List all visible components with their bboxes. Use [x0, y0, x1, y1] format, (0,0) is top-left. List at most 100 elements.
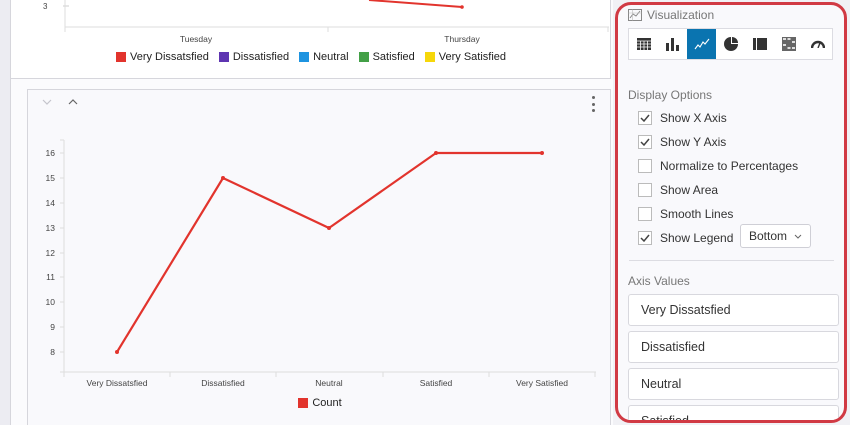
line-chart-widget: 8 9 10 11 12 13 14 15 16 Very Di	[27, 89, 611, 425]
data-points	[115, 151, 544, 354]
svg-text:Satisfied: Satisfied	[420, 378, 453, 388]
option-label: Show X Axis	[660, 111, 727, 125]
legend-label: Count	[312, 397, 342, 409]
option-smooth-lines[interactable]: Smooth Lines	[638, 206, 733, 222]
axis-value-input[interactable]: Satisfied	[628, 405, 839, 420]
show-area-checkbox[interactable]	[638, 183, 652, 197]
legend-label: Neutral	[313, 51, 349, 63]
y-axis-ticks: 8 9 10 11 12 13 14 15 16	[46, 148, 64, 357]
option-label: Show Legend	[660, 231, 734, 245]
legend-label: Satisfied	[372, 51, 415, 63]
legend-swatch	[358, 52, 369, 62]
svg-text:10: 10	[46, 297, 56, 307]
left-gutter	[0, 0, 11, 425]
option-label: Show Area	[660, 183, 719, 197]
top-chart-legend: Very Dissatsfied Dissatisfied Neutral Sa…	[11, 51, 611, 63]
show-y-axis-checkbox[interactable]	[638, 135, 652, 149]
display-options-title: Display Options	[628, 88, 713, 102]
legend-item-dissatisfied[interactable]: Dissatisfied	[218, 51, 290, 63]
svg-text:Neutral: Neutral	[315, 378, 343, 388]
chart-icon	[628, 9, 642, 21]
checkmark-icon	[640, 114, 650, 122]
visualization-label: Visualization	[647, 8, 715, 22]
legend-item-very-dissatisfied[interactable]: Very Dissatsfied	[115, 51, 209, 63]
table-icon	[636, 38, 651, 50]
option-show-x-axis[interactable]: Show X Axis	[638, 110, 727, 126]
legend-label: Very Satisfied	[438, 51, 507, 63]
svg-text:Very Dissatsfied: Very Dissatsfied	[87, 378, 148, 388]
legend-item-count[interactable]: Count	[298, 397, 342, 409]
visualization-type-toolbar	[628, 28, 833, 60]
svg-text:Tuesday: Tuesday	[180, 34, 213, 44]
gauge-viz-button[interactable]	[803, 29, 832, 59]
pie-chart-icon	[723, 37, 738, 51]
x-axis-labels: Very Dissatsfied Dissatisfied Neutral Sa…	[87, 378, 569, 388]
line-chart-icon	[694, 38, 709, 50]
legend-item-satisfied[interactable]: Satisfied	[358, 51, 415, 63]
more-options-icon[interactable]	[590, 96, 596, 112]
svg-text:9: 9	[50, 322, 55, 332]
svg-text:Very Satisfied: Very Satisfied	[516, 378, 568, 388]
option-show-area[interactable]: Show Area	[638, 182, 718, 198]
series-count-line[interactable]	[116, 151, 542, 353]
table-viz-button[interactable]	[629, 29, 658, 59]
option-label: Show Y Axis	[660, 135, 727, 149]
top-chart-widget: 3 Tuesday Thursday Very Dissatsfied Diss…	[11, 0, 611, 79]
breakdown-bar-viz-button[interactable]	[745, 29, 774, 59]
legend-swatch	[115, 52, 126, 62]
axis-values-title: Axis Values	[628, 274, 690, 288]
heatmap-icon	[781, 37, 796, 51]
svg-text:14: 14	[46, 198, 56, 208]
svg-text:13: 13	[46, 223, 56, 233]
legend-swatch	[298, 398, 309, 408]
chevron-down-icon[interactable]	[40, 96, 54, 110]
svg-text:8: 8	[50, 347, 55, 357]
axis-value-input[interactable]: Dissatisfied	[628, 331, 839, 363]
svg-text:Dissatisfied: Dissatisfied	[201, 378, 245, 388]
option-show-legend[interactable]: Show Legend	[638, 230, 733, 246]
axis-value-input[interactable]: Very Dissatsfied	[628, 294, 839, 326]
svg-text:3: 3	[43, 2, 48, 11]
visualization-settings-panel: Visualization	[615, 2, 847, 423]
legend-label: Very Dissatsfied	[129, 51, 209, 63]
option-normalize-percentages[interactable]: Normalize to Percentages	[638, 158, 798, 174]
option-show-y-axis[interactable]: Show Y Axis	[638, 134, 726, 150]
legend-swatch	[424, 52, 435, 62]
show-x-axis-checkbox[interactable]	[638, 111, 652, 125]
option-label: Smooth Lines	[660, 207, 734, 221]
bar-chart-icon	[665, 37, 679, 51]
gauge-icon	[810, 40, 825, 48]
section-divider	[629, 260, 834, 261]
legend-position-select[interactable]: Bottom	[740, 224, 811, 248]
checkmark-icon	[640, 138, 650, 146]
checkmark-icon	[640, 234, 650, 242]
axis-value-input[interactable]: Neutral	[628, 368, 839, 400]
svg-text:12: 12	[46, 248, 56, 258]
heatmap-viz-button[interactable]	[774, 29, 803, 59]
breakdown-bar-icon	[752, 38, 767, 50]
chevron-up-icon[interactable]	[66, 96, 80, 110]
top-chart-plot: 3 Tuesday Thursday	[43, 0, 609, 44]
chevron-down-icon	[794, 234, 802, 239]
legend-item-neutral[interactable]: Neutral	[299, 51, 349, 63]
legend-swatch	[218, 52, 229, 62]
line-chart-viz-button[interactable]	[687, 29, 716, 59]
show-legend-checkbox[interactable]	[638, 231, 652, 245]
svg-text:Thursday: Thursday	[444, 34, 480, 44]
option-label: Normalize to Percentages	[660, 159, 799, 173]
svg-text:15: 15	[46, 173, 56, 183]
legend-item-very-satisfied[interactable]: Very Satisfied	[424, 51, 507, 63]
pie-chart-viz-button[interactable]	[716, 29, 745, 59]
line-chart-legend: Count	[28, 397, 612, 409]
legend-position-value: Bottom	[749, 229, 788, 243]
smooth-lines-checkbox[interactable]	[638, 207, 652, 221]
visualization-header: Visualization	[628, 8, 714, 22]
bar-chart-viz-button[interactable]	[658, 29, 687, 59]
svg-text:16: 16	[46, 148, 56, 158]
normalize-percentages-checkbox[interactable]	[638, 159, 652, 173]
legend-label: Dissatisfied	[232, 51, 290, 63]
svg-text:11: 11	[46, 272, 55, 282]
line-chart-plot: 8 9 10 11 12 13 14 15 16 Very Di	[46, 139, 596, 388]
legend-swatch	[299, 52, 310, 62]
